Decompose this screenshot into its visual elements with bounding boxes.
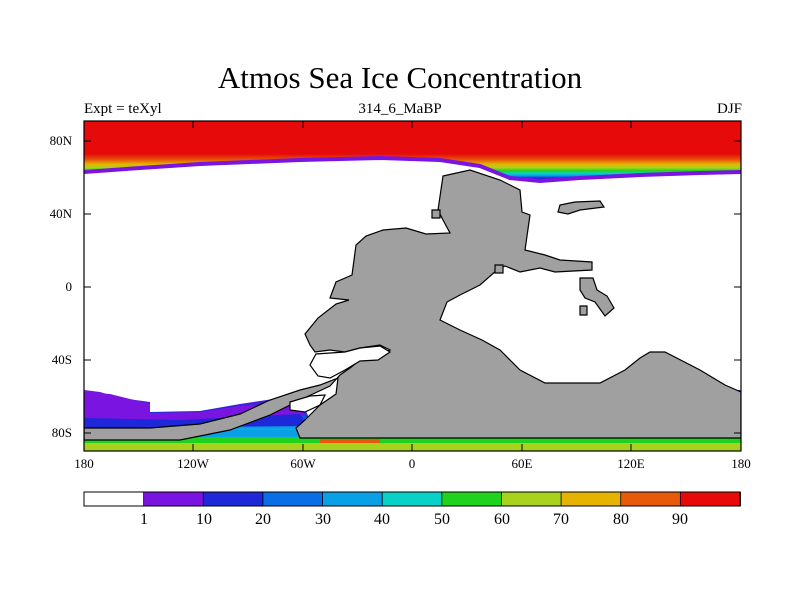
colorbar-swatch	[202, 491, 264, 507]
x-tick-label: 120W	[177, 456, 210, 471]
y-tick-label: 40S	[52, 352, 72, 367]
small-island-west	[579, 305, 588, 316]
southern-peninsula-inlet	[289, 394, 327, 413]
colorbar-label: 20	[255, 511, 271, 528]
colorbar-label: 60	[494, 511, 510, 528]
colorbar-label: 30	[315, 511, 331, 528]
y-tick-label: 40N	[50, 206, 73, 221]
east-asia-island	[557, 200, 606, 215]
colorbar-swatch	[83, 491, 145, 507]
colorbar-swatch	[501, 491, 562, 507]
x-tick-label: 180	[74, 456, 94, 471]
colorbar-swatch	[560, 491, 622, 507]
y-tick-label: 80S	[52, 425, 72, 440]
colorbar-swatch	[381, 491, 443, 507]
map-panel	[84, 121, 741, 451]
x-tick-label: 120E	[617, 456, 645, 471]
colorbar-swatch	[322, 491, 384, 507]
x-tick-label: 60E	[512, 456, 533, 471]
arctic-sea-ice	[84, 121, 741, 181]
y-tick-label: 80N	[50, 133, 73, 148]
colorbar-swatch	[143, 491, 205, 507]
colorbar-label: 70	[553, 511, 569, 528]
tick-marks	[83, 121, 742, 451]
y-tick-label: 0	[66, 279, 73, 294]
colorbar-frame	[83, 491, 741, 507]
antarctic-ice-orange-patch	[320, 439, 380, 443]
chart-title: Atmos Sea Ice Concentration	[217, 60, 583, 95]
season-label: DJF	[716, 101, 742, 117]
colorbar-swatch	[679, 491, 741, 507]
antarctic-ice-green	[84, 437, 741, 443]
colorbar-label: 90	[672, 511, 688, 528]
arctic-ice-edge	[84, 155, 741, 184]
colorbar	[83, 491, 741, 507]
x-tick-label: 180	[731, 456, 751, 471]
x-tick-label: 60W	[290, 456, 316, 471]
colorbar-label: 1	[140, 511, 148, 528]
colorbar-swatch	[262, 491, 324, 507]
pangaea-main-landmass	[84, 169, 741, 441]
experiment-label: Expt = teXyl	[84, 101, 162, 117]
x-tick-label: 0	[409, 456, 416, 471]
colorbar-swatch	[620, 491, 682, 507]
colorbar-label: 10	[196, 511, 212, 528]
small-island-north	[431, 209, 441, 219]
colorbar-label: 80	[613, 511, 629, 528]
sea-island-chain	[579, 277, 615, 317]
colorbar-label: 50	[434, 511, 450, 528]
colorbar-swatch	[441, 491, 503, 507]
run-id-label: 314_6_MaBP	[358, 101, 442, 117]
small-island-sea	[494, 264, 504, 274]
colorbar-label: 40	[374, 511, 390, 528]
interior-seaway-gap	[309, 345, 392, 379]
